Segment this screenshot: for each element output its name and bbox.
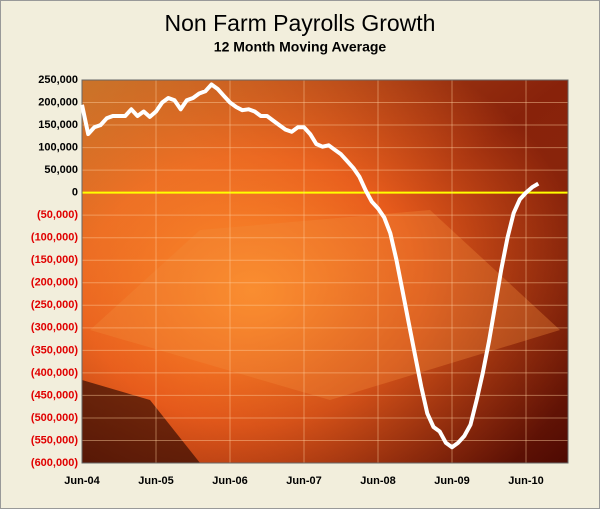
y-tick-label: (600,000)	[31, 457, 78, 469]
chart-title: Non Farm Payrolls Growth	[165, 10, 436, 36]
x-tick-label: Jun-09	[434, 475, 469, 487]
y-tick-label: (100,000)	[31, 232, 78, 244]
y-tick-label: (200,000)	[31, 277, 78, 289]
plot-background	[82, 80, 568, 463]
y-tick-label: (150,000)	[31, 254, 78, 266]
x-tick-label: Jun-10	[508, 475, 543, 487]
y-tick-label: (550,000)	[31, 434, 78, 446]
x-tick-label: Jun-08	[360, 475, 395, 487]
y-tick-label: 200,000	[38, 96, 78, 108]
chart-subtitle: 12 Month Moving Average	[214, 39, 387, 55]
y-tick-label: 100,000	[38, 141, 78, 153]
y-tick-label: (500,000)	[31, 412, 78, 424]
x-tick-label: Jun-05	[138, 475, 173, 487]
x-tick-label: Jun-07	[286, 475, 321, 487]
y-tick-label: 50,000	[44, 164, 78, 176]
y-tick-label: (50,000)	[37, 209, 78, 221]
y-tick-label: (400,000)	[31, 367, 78, 379]
plot-border	[81, 79, 569, 464]
y-tick-label: 0	[72, 187, 78, 199]
y-tick-label: 150,000	[38, 119, 78, 131]
y-tick-label: (250,000)	[31, 299, 78, 311]
y-tick-label: (350,000)	[31, 344, 78, 356]
line-series	[80, 82, 540, 450]
x-tick-label: Jun-04	[64, 475, 100, 487]
y-tick-label: (300,000)	[31, 322, 78, 334]
y-tick-label: 250,000	[38, 74, 78, 86]
y-tick-label: (450,000)	[31, 389, 78, 401]
x-tick-label: Jun-06	[212, 475, 247, 487]
